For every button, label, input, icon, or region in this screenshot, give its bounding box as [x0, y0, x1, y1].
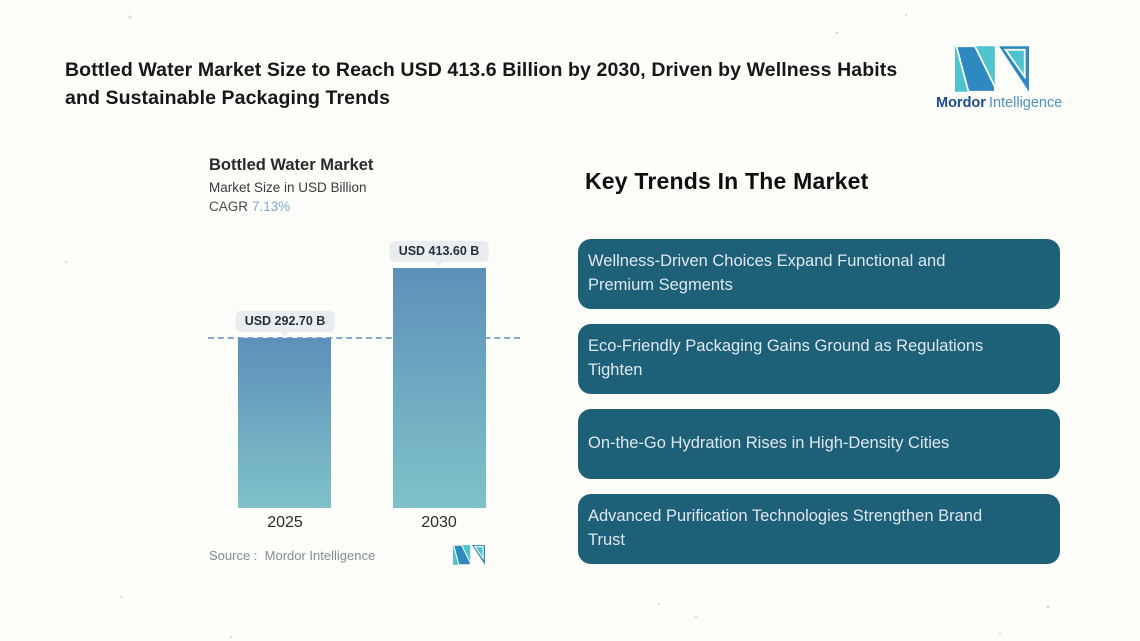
- key-trends-panel: Key Trends In The Market Wellness-Driven…: [578, 168, 1060, 564]
- bar-2030: [393, 268, 486, 508]
- source-label: Source : Mordor Intelligence: [209, 547, 376, 563]
- key-trends-heading: Key Trends In The Market: [585, 168, 869, 194]
- value-label-2030: USD 413.60 B: [389, 241, 489, 262]
- axis-label-2025: 2025: [267, 514, 303, 531]
- cagr-label: CAGR: [209, 199, 249, 214]
- trend-card-text: Eco-Friendly Packaging Gains Ground as R…: [588, 336, 984, 379]
- trend-card-hydration: On-the-Go Hydration Rises in High-Densit…: [578, 408, 1060, 479]
- value-label-2025: USD 292.70 B: [235, 311, 335, 332]
- trend-card-wellness: Wellness-Driven Choices Expand Functiona…: [578, 238, 1060, 309]
- trend-card-text: On-the-Go Hydration Rises in High-Densit…: [588, 433, 950, 452]
- trend-card-text: Wellness-Driven Choices Expand Functiona…: [588, 251, 946, 294]
- chart-cagr-line: CAGR 7.13%: [209, 199, 373, 214]
- trend-card-purification: Advanced Purification Technologies Stren…: [578, 493, 1060, 564]
- chart-header: Bottled Water Market Market Size in USD …: [209, 156, 373, 214]
- page-title: Bottled Water Market Size to Reach USD 4…: [65, 59, 898, 109]
- source-row: Source : Mordor Intelligence: [209, 545, 485, 565]
- mordor-logo-small-icon: [453, 545, 485, 565]
- brand-wordmark: Mordor Intelligence: [936, 95, 1062, 111]
- chart-subtitle: Market Size in USD Billion: [209, 180, 367, 195]
- brand-name-bold: Mordor: [936, 95, 986, 111]
- trend-card-eco-packaging: Eco-Friendly Packaging Gains Ground as R…: [578, 323, 1060, 394]
- axis-label-2030: 2030: [421, 514, 457, 531]
- cagr-value: 7.13%: [252, 199, 291, 214]
- reference-dashed-line: [208, 337, 520, 339]
- bar-2025: [238, 338, 331, 508]
- mordor-logo-icon: [955, 46, 1029, 92]
- chart-title: Bottled Water Market: [209, 156, 374, 174]
- brand-logo: Mordor Intelligence: [936, 46, 1062, 111]
- brand-name-light: Intelligence: [988, 95, 1063, 111]
- trend-card-text: Advanced Purification Technologies Stren…: [588, 506, 983, 549]
- bar-chart: USD 292.70 B USD 413.60 B 2025 2030: [208, 240, 520, 531]
